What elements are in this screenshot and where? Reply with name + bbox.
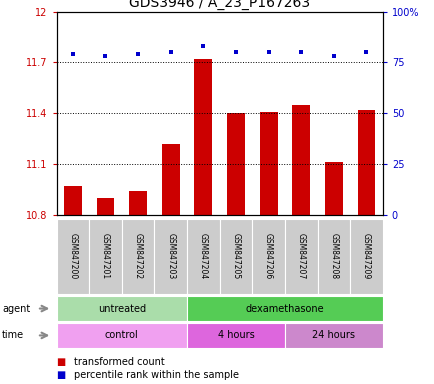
Text: ■: ■ <box>56 370 66 380</box>
Text: GSM847208: GSM847208 <box>329 233 338 280</box>
Bar <box>187 323 284 348</box>
Text: time: time <box>2 330 24 341</box>
Point <box>265 49 272 55</box>
Text: GSM847207: GSM847207 <box>296 233 305 280</box>
Bar <box>227 113 244 215</box>
Text: GSM847209: GSM847209 <box>361 233 370 280</box>
Bar <box>56 323 187 348</box>
Text: dexamethasone: dexamethasone <box>245 303 323 314</box>
Bar <box>129 191 147 215</box>
Bar <box>96 198 114 215</box>
Bar <box>259 112 277 215</box>
Point <box>69 51 76 57</box>
Bar <box>187 219 219 294</box>
Bar <box>252 219 284 294</box>
Text: GSM847204: GSM847204 <box>198 233 207 280</box>
Bar <box>324 162 342 215</box>
Text: 4 hours: 4 hours <box>217 330 254 341</box>
Bar <box>122 219 154 294</box>
Title: GDS3946 / A_23_P167263: GDS3946 / A_23_P167263 <box>129 0 309 10</box>
Point <box>330 53 337 60</box>
Bar <box>56 219 89 294</box>
Text: GSM847202: GSM847202 <box>133 233 142 280</box>
Text: agent: agent <box>2 303 30 314</box>
Bar <box>154 219 187 294</box>
Text: GSM847200: GSM847200 <box>68 233 77 280</box>
Text: transformed count: transformed count <box>74 357 164 367</box>
Text: GSM847205: GSM847205 <box>231 233 240 280</box>
Point <box>297 49 304 55</box>
Bar <box>219 219 252 294</box>
Text: GSM847203: GSM847203 <box>166 233 175 280</box>
Bar <box>187 296 382 321</box>
Text: ■: ■ <box>56 357 66 367</box>
Bar <box>56 296 187 321</box>
Point <box>135 51 141 57</box>
Point <box>232 49 239 55</box>
Bar <box>292 105 309 215</box>
Text: percentile rank within the sample: percentile rank within the sample <box>74 370 238 380</box>
Point <box>167 49 174 55</box>
Bar <box>64 186 82 215</box>
Text: 24 hours: 24 hours <box>312 330 355 341</box>
Bar <box>349 219 382 294</box>
Text: control: control <box>105 330 138 341</box>
Bar <box>317 219 349 294</box>
Text: untreated: untreated <box>98 303 145 314</box>
Bar <box>194 59 212 215</box>
Bar <box>357 110 375 215</box>
Bar <box>161 144 179 215</box>
Bar <box>284 219 317 294</box>
Point <box>362 49 369 55</box>
Point <box>102 53 108 60</box>
Bar <box>89 219 122 294</box>
Text: GSM847206: GSM847206 <box>263 233 273 280</box>
Point <box>199 43 207 49</box>
Bar <box>284 323 382 348</box>
Text: GSM847201: GSM847201 <box>101 233 110 280</box>
